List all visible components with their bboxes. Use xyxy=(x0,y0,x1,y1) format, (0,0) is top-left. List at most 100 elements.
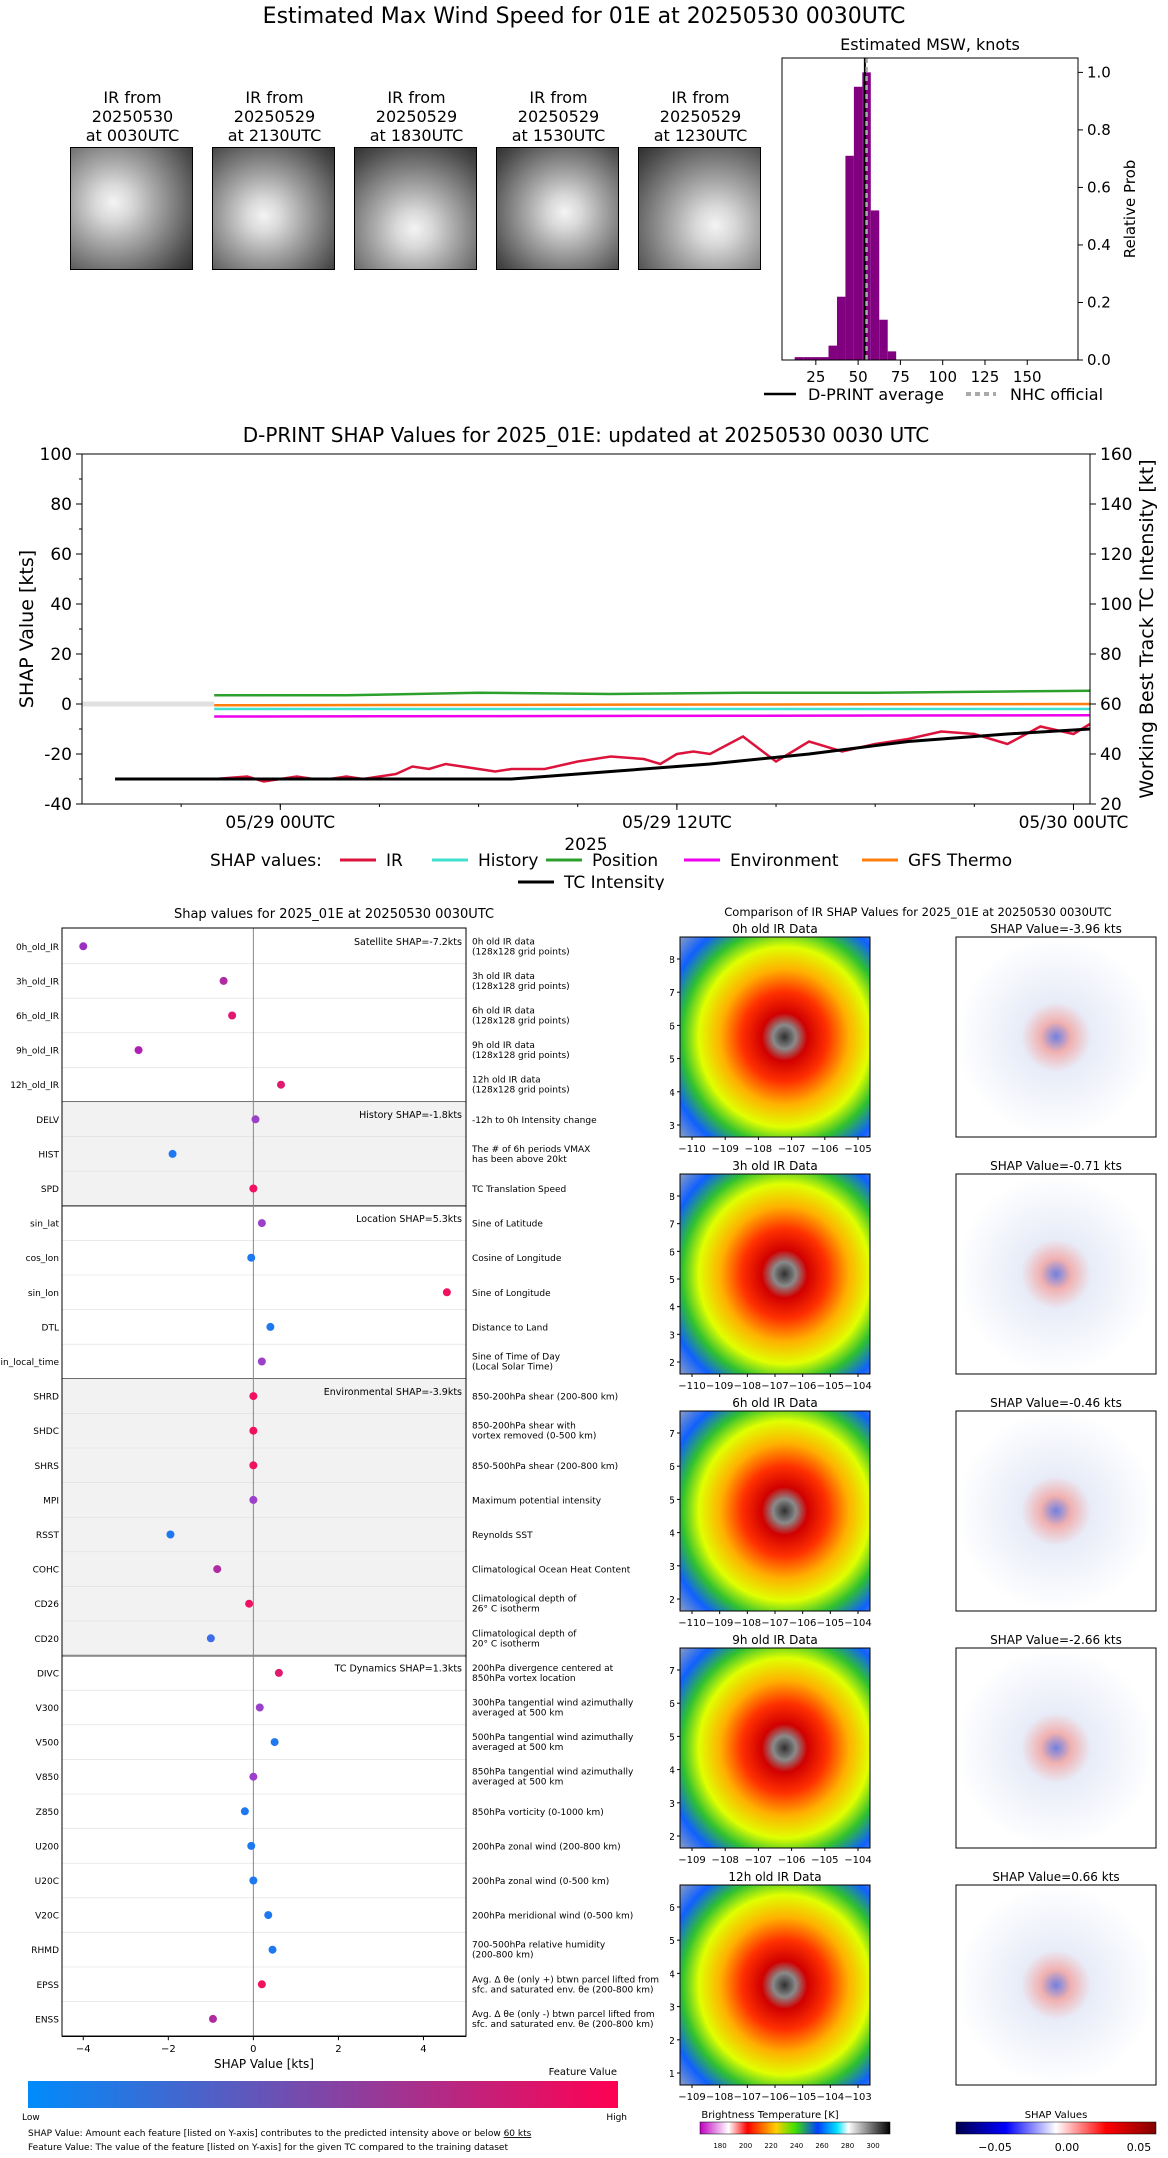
feature-name: 0h_old_IR xyxy=(16,943,59,953)
feature-description: The # of 6h periods VMAX has been above 2… xyxy=(471,1145,590,1165)
feature-name: Z850 xyxy=(36,1808,60,1818)
y-tick-label: 12 xyxy=(670,2036,675,2047)
feature-description: Sine of Latitude xyxy=(472,1220,543,1230)
bt-colorbar-tick-label: 260 xyxy=(815,2142,828,2150)
histogram-bar xyxy=(794,357,804,360)
x-tick-label: −103 xyxy=(844,2092,871,2103)
ir-image xyxy=(679,936,871,1138)
x-tick-label: −108 xyxy=(711,1855,738,1866)
feature-description: 850-500hPa shear (200-800 km) xyxy=(472,1462,618,1472)
feature-value-colorbar xyxy=(28,2081,618,2108)
feature-name: DELV xyxy=(36,1116,60,1126)
group-label: Satellite SHAP=-7.2kts xyxy=(354,937,462,948)
x-tick-label: 100 xyxy=(928,368,957,386)
y-tick-label: 15 xyxy=(670,1055,675,1066)
y2-tick-label: 80 xyxy=(1100,645,1122,665)
shap-panel-title: Shap values for 2025_01E at 20250530 003… xyxy=(174,907,494,922)
y-tick-label: 12 xyxy=(670,1595,675,1606)
ir-image xyxy=(679,1173,871,1375)
histogram-bar xyxy=(862,72,871,360)
y2-tick-label: 20 xyxy=(1100,795,1122,815)
histogram-frame xyxy=(781,57,1079,361)
shap-image xyxy=(955,936,1157,1138)
bt-colorbar xyxy=(699,2121,891,2135)
x-tick-label: −110 xyxy=(678,1381,705,1392)
y-tick-label: -40 xyxy=(44,795,72,815)
feature-description: Avg. Δ θe (only -) btwn parcel lifted fr… xyxy=(472,2010,655,2030)
shap-dot xyxy=(249,1461,258,1470)
x-tick-label: −107 xyxy=(761,1618,788,1629)
bt-colorbar-tick-label: 200 xyxy=(739,2142,752,2150)
x-tick-label: 150 xyxy=(1013,368,1042,386)
x-tick-label: −105 xyxy=(844,1144,871,1155)
feature-name: 9h_old_IR xyxy=(16,1047,59,1057)
shap-dot xyxy=(79,942,88,951)
ir-image xyxy=(679,1884,871,2086)
shap-dot xyxy=(257,1357,266,1366)
series-line-ir xyxy=(214,722,1091,783)
ir-thumbnail-image xyxy=(212,147,335,270)
feature-name: sin_lat xyxy=(30,1220,59,1230)
x-tick-label: −107 xyxy=(778,1144,805,1155)
shap-dot xyxy=(228,1011,237,1020)
ir-thumbnail-image xyxy=(638,147,761,270)
feature-name: cos_lon xyxy=(26,1254,59,1264)
feature-description: Maximum potential intensity xyxy=(472,1496,602,1506)
shap-image-title: SHAP Value=-0.71 kts xyxy=(990,1159,1122,1173)
group-label: TC Dynamics SHAP=1.3kts xyxy=(334,1664,462,1675)
feature-name: HIST xyxy=(38,1150,59,1160)
legend-label: TC Intensity xyxy=(563,873,665,890)
legend-label: IR xyxy=(386,851,403,871)
feature-name: SHRS xyxy=(35,1462,60,1472)
x-tick-label: −105 xyxy=(817,1381,844,1392)
histogram-bar xyxy=(853,86,863,360)
y-tick-label: 14 xyxy=(670,1088,675,1099)
x-tick-label: 50 xyxy=(849,368,868,386)
feature-description: 0h old IR data (128x128 grid points) xyxy=(472,937,570,957)
y-tick-label: 14 xyxy=(670,1303,675,1314)
x-tick-label: −106 xyxy=(789,1381,816,1392)
ir-image-title: 9h old IR Data xyxy=(732,1633,818,1647)
y-tick-label: 14 xyxy=(670,1969,675,1980)
feature-name: V300 xyxy=(36,1704,60,1714)
shap-dot xyxy=(251,1115,260,1124)
feature-description: 9h old IR data (128x128 grid points) xyxy=(472,1041,570,1061)
ir-thumbnail-image xyxy=(496,147,619,270)
shap-dot xyxy=(213,1565,222,1574)
timeseries-ylabel: SHAP Value [kts] xyxy=(16,550,38,708)
feature-description: 850hPa tangential wind azimuthally averag… xyxy=(472,1768,634,1788)
feature-description: 850hPa vorticity (0-1000 km) xyxy=(472,1808,604,1818)
shap-dot xyxy=(249,1772,258,1781)
y-tick-label: 18 xyxy=(670,955,675,966)
x-tick-label: −107 xyxy=(761,1381,788,1392)
y-tick-label: 13 xyxy=(670,1562,675,1573)
y-tick-label: 13 xyxy=(670,1799,675,1810)
zero-band xyxy=(82,701,215,707)
shap-image xyxy=(955,1173,1157,1375)
y-tick-label: 0.2 xyxy=(1087,293,1111,311)
shap-dot xyxy=(208,2014,217,2023)
feature-name: sin_local_time xyxy=(0,1358,59,1368)
y-tick-label: 13 xyxy=(670,1330,675,1341)
shap-dot xyxy=(206,1634,215,1643)
y2-tick-label: 120 xyxy=(1100,545,1132,565)
x-tick-label: −109 xyxy=(711,1144,738,1155)
feature-description: Avg. Δ θe (only +) btwn parcel lifted fr… xyxy=(472,1975,659,1995)
feature-name: U200 xyxy=(35,1842,59,1852)
x-tick-label: −110 xyxy=(678,1144,705,1155)
shap-image-title: SHAP Value=-3.96 kts xyxy=(990,922,1122,936)
ir-image-title: 12h old IR Data xyxy=(728,1870,821,1884)
y-tick-label: 20 xyxy=(50,645,72,665)
footnote-feature: Feature Value: The value of the feature … xyxy=(28,2143,508,2153)
feature-description: Climatological depth of 20° C isotherm xyxy=(472,1629,577,1649)
feature-name: SPD xyxy=(41,1185,59,1195)
ir-comparison-title: Comparison of IR SHAP Values for 2025_01… xyxy=(724,905,1111,919)
shap-dot xyxy=(255,1703,264,1712)
feature-name: V500 xyxy=(36,1739,60,1749)
main-title: Estimated Max Wind Speed for 01E at 2025… xyxy=(262,4,906,29)
x-tick-label: −109 xyxy=(678,1855,705,1866)
thumbnail-label: IR from 20250530 at 0030UTC xyxy=(85,88,180,145)
x-tick-label: −104 xyxy=(817,2092,844,2103)
shap-dot xyxy=(266,1322,275,1331)
group-shading xyxy=(62,1102,466,1206)
